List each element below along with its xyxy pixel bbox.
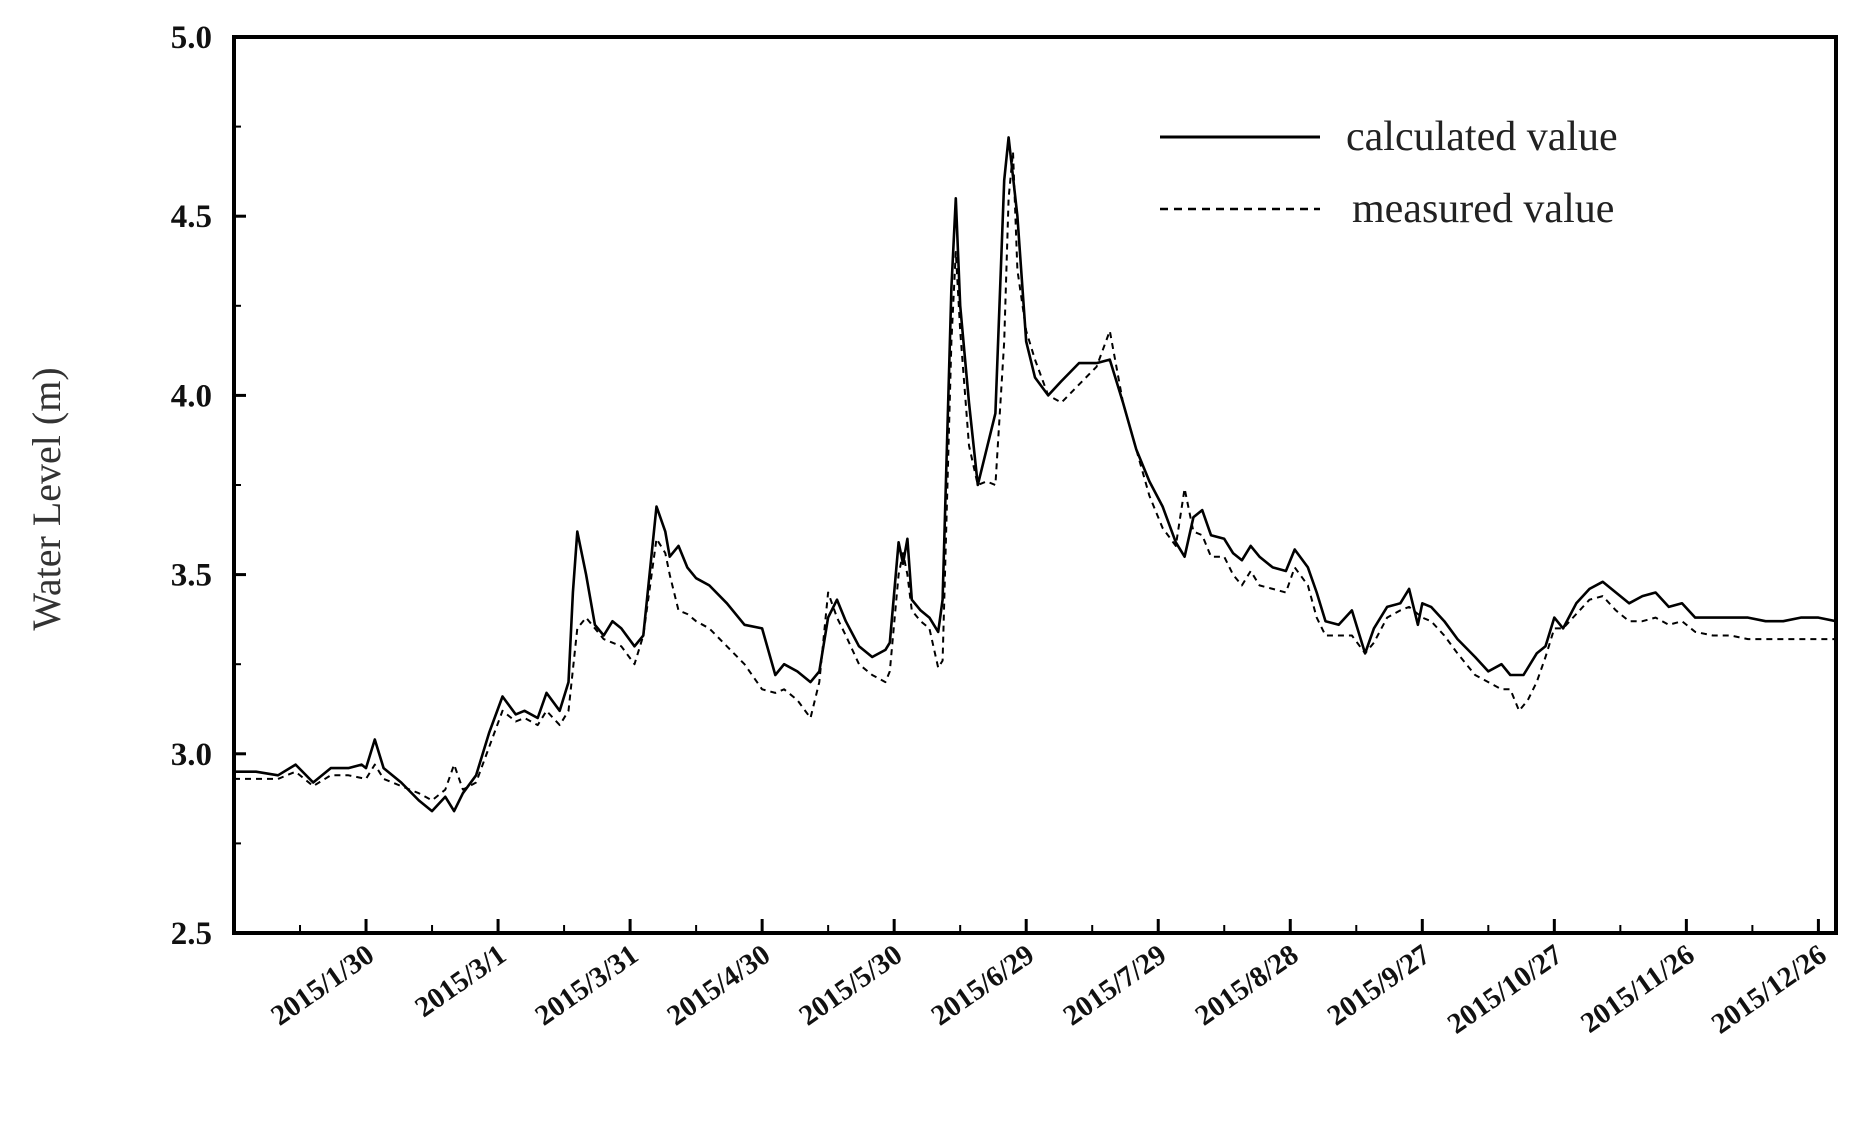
- y-tick-label: 3.5: [171, 558, 212, 594]
- x-tick-label: 2015/1/30: [265, 939, 380, 1033]
- x-tick-label: 2015/7/29: [1058, 939, 1173, 1033]
- y-tick-label: 4.0: [171, 378, 212, 414]
- legend: calculated value measured value: [1160, 114, 1618, 232]
- x-tick-label: 2015/4/30: [661, 939, 776, 1033]
- x-tick-label: 2015/10/27: [1442, 939, 1569, 1041]
- x-tick-label: 2015/9/27: [1322, 939, 1437, 1033]
- x-tick-label: 2015/6/29: [926, 939, 1041, 1033]
- x-tick-label: 2015/3/1: [409, 939, 512, 1024]
- x-tick-label: 2015/5/30: [793, 939, 908, 1033]
- series-line-measured: [234, 150, 1836, 802]
- x-tick-label: 2015/8/28: [1190, 939, 1305, 1033]
- plot-frame: [232, 35, 1838, 935]
- y-tick-label: 3.0: [171, 737, 212, 773]
- y-tick-label: 2.5: [171, 916, 212, 952]
- series-line-calculated: [234, 136, 1836, 813]
- y-tick-label: 5.0: [171, 20, 212, 56]
- y-tick-label: 4.5: [171, 199, 212, 235]
- y-axis-label: Water Level (m): [24, 367, 69, 630]
- legend-label-measured: measured value: [1352, 186, 1614, 232]
- x-tick-label: 2015/12/26: [1706, 939, 1833, 1041]
- legend-label-calculated: calculated value: [1346, 114, 1618, 160]
- x-tick-label: 2015/3/31: [529, 939, 644, 1033]
- x-tick-label: 2015/11/26: [1575, 939, 1700, 1040]
